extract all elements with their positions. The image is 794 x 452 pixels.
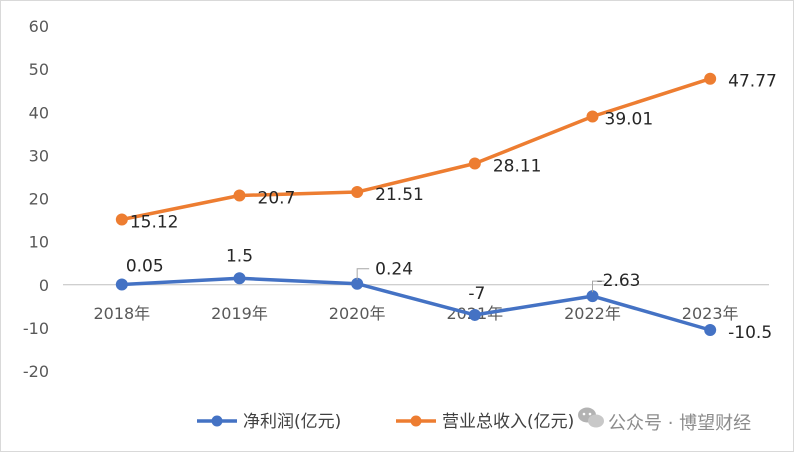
data-labels: 0.05 1.5 0.24 -7 -2.63 -10.5 15.12 20.7 21.51 28.… <box>126 72 777 343</box>
legend-swatch-marker <box>211 415 223 427</box>
y-tick-label: -10 <box>23 319 49 338</box>
series-0-point <box>233 272 246 285</box>
series-1-point <box>115 213 128 226</box>
data-label: 15.12 <box>130 213 179 233</box>
y-tick-label: 20 <box>29 190 49 209</box>
watermark-text: 公众号 · 博望财经 <box>608 413 751 434</box>
legend-entry: 净利润(亿元) <box>243 412 341 432</box>
y-tick-label: 60 <box>29 17 49 36</box>
x-tick-label: 2018年 <box>93 304 150 323</box>
series-1-point <box>468 157 481 170</box>
watermark: 公众号 · 博望财经 <box>578 407 751 434</box>
y-tick-label: 30 <box>29 146 49 165</box>
y-tick-label: 50 <box>29 60 49 79</box>
y-axis: 60 50 40 30 20 10 0 -10 -20 <box>23 17 49 381</box>
series-1-point <box>704 72 717 85</box>
data-label: -7 <box>468 284 485 304</box>
series-0-point <box>586 290 599 303</box>
data-label: 1.5 <box>226 246 253 266</box>
legend: 净利润(亿元) 营业总收入(亿元) <box>197 412 574 432</box>
data-label: 47.77 <box>728 72 777 92</box>
y-tick-label: 0 <box>39 276 49 295</box>
data-label: 0.05 <box>126 257 164 277</box>
data-label: -10.5 <box>728 323 772 343</box>
series-layer <box>115 72 717 337</box>
y-tick-label: 10 <box>29 233 49 252</box>
y-tick-label: -20 <box>23 362 49 381</box>
series-1-point <box>233 189 246 202</box>
legend-swatch-marker <box>410 415 422 427</box>
data-label: -2.63 <box>597 271 641 291</box>
x-tick-label: 2022年 <box>564 304 621 323</box>
x-tick-label: 2023年 <box>682 304 739 323</box>
y-tick-label: 40 <box>29 103 49 122</box>
x-tick-label: 2019年 <box>211 304 268 323</box>
data-label: 39.01 <box>605 110 654 130</box>
data-label: 0.24 <box>375 260 413 280</box>
series-0-point <box>351 277 364 290</box>
x-tick-label: 2020年 <box>329 304 386 323</box>
series-0-point <box>115 278 128 291</box>
data-label: 20.7 <box>258 188 296 208</box>
wechat-icon <box>578 407 604 428</box>
data-label: 21.51 <box>375 185 424 205</box>
series-0-point <box>468 308 481 321</box>
series-line-1 <box>120 76 712 222</box>
label-leader-line <box>592 280 605 293</box>
series-1-point <box>586 110 599 123</box>
label-leader-line <box>356 268 370 280</box>
series-1-point <box>351 185 364 198</box>
series-line-0 <box>120 276 712 332</box>
series-0-point <box>704 324 717 337</box>
legend-entry: 营业总收入(亿元) <box>442 412 574 432</box>
x-axis: 2018年2019年2020年2021年2022年2023年 <box>93 304 738 323</box>
data-label: 28.11 <box>493 157 542 177</box>
